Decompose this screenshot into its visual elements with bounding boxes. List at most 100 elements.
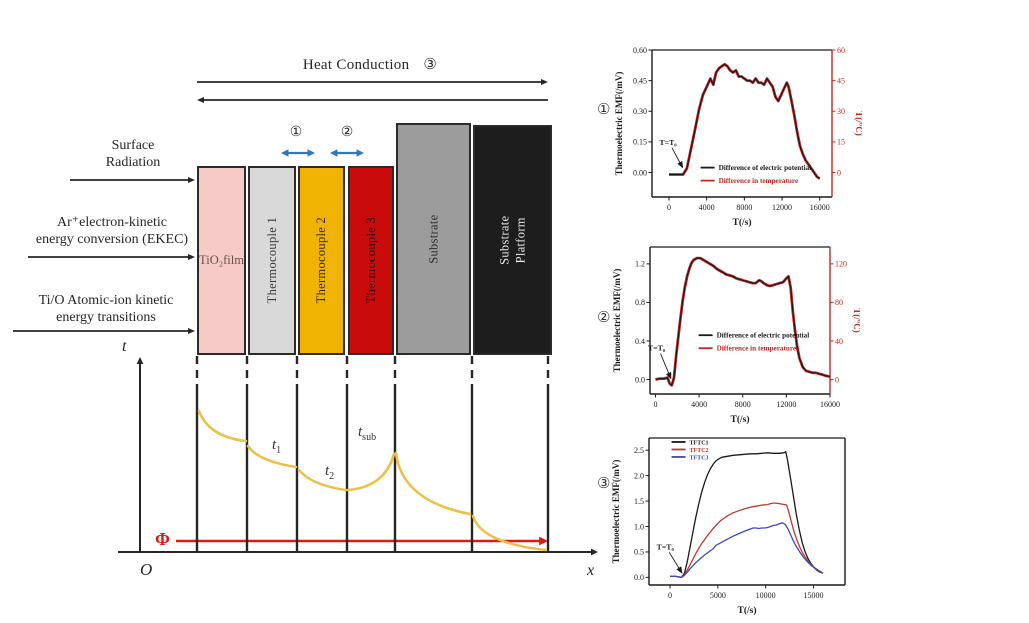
legend-label: TFTC3 [690, 455, 709, 461]
block-thermocouple-1: Thermocouple 1 [248, 166, 296, 355]
circled-3-heat-icon: ③ [423, 57, 438, 73]
atomic-ion-label: Ti/O Atomic-ion kinetic energy transitio… [38, 293, 174, 326]
chart-1: 0 4000 8000 12000 16000 0.00 0.15 0.30 0.45 0.60 0… [612, 43, 864, 238]
block-tio-film: TiO₂film [197, 166, 246, 355]
legend-label: Difference of electric potential [719, 164, 812, 172]
ekec-label: Ar⁺electron-kinetic energy conversion (E… [35, 215, 189, 248]
chart-svg-1: 0 4000 8000 12000 16000 0.00 0.15 0.30 0.45 0.60 0… [614, 46, 864, 228]
legend-label: Difference in temperature [717, 345, 797, 353]
annotation-arrow [668, 552, 681, 570]
y-tick-label: 2.5 [634, 446, 644, 455]
legend-label: Difference in temperature [719, 177, 799, 185]
arrowhead [330, 149, 338, 157]
arrowhead [307, 149, 315, 157]
x-tick-label: 12000 [776, 400, 796, 409]
arrowhead [197, 96, 204, 104]
y-right-tick-label: 40 [835, 337, 843, 346]
annotation-t0: T=T₀ [659, 138, 677, 147]
block-substrate: Substrate [396, 123, 471, 355]
y-right-axis-title: T(/°C) [852, 308, 860, 333]
circled-2-chart-icon: ② [597, 310, 611, 326]
y-right-tick-label: 15 [837, 138, 845, 147]
series-line-tftc3 [670, 522, 824, 579]
y-tick-label: 2.0 [634, 471, 644, 480]
t2-label: t2 [325, 463, 335, 482]
series-line-difference-in-temperature [655, 256, 831, 387]
y-right-tick-label: 0 [835, 375, 839, 384]
y-tick-label: 0.45 [633, 76, 647, 85]
x-tick-label: 0 [653, 400, 657, 409]
arrowhead [541, 78, 548, 86]
legend-label: Difference of electric potential [717, 332, 810, 340]
y-right-tick-label: 120 [835, 260, 847, 269]
y-tick-label: 0.5 [634, 548, 644, 557]
series-line-tftc2 [670, 502, 824, 579]
heat-conduction-text: Heat Conduction [302, 57, 410, 73]
arrowhead [188, 253, 195, 261]
x-tick-label: 4000 [699, 203, 715, 212]
surface-radiation-label: Surface Radiation [105, 138, 161, 171]
arrowhead [281, 149, 289, 157]
tsub-label: tsub [358, 424, 377, 443]
series-line-difference-of-electric-potential [655, 257, 831, 386]
arrowhead [188, 327, 195, 335]
annotation-t0: T=T₀ [648, 344, 666, 353]
circled-1-chart-icon: ① [597, 102, 611, 118]
circled-1-gap-icon: ① [289, 125, 303, 140]
x-tick-label: 16000 [820, 400, 840, 409]
t1-label: t1 [272, 437, 282, 456]
y-axis-title: Thermoelectric EMF(/mV) [614, 72, 624, 176]
y-tick-label: 0.0 [634, 573, 644, 582]
arrowhead [136, 357, 144, 364]
x-tick-label: 12000 [772, 203, 792, 212]
arrowhead [591, 548, 598, 556]
chart-3: 0 5000 10000 15000 0.0 0.5 1.0 1.5 2.0 2.5 T(/s) Th… [609, 431, 859, 623]
chart-2: 0 4000 8000 12000 16000 0.0 0.4 0.8 1.2 0 40 80 120 T… [610, 240, 862, 435]
block-label-line: Thermocouple 1 [264, 217, 279, 304]
x-axis-title: T(/s) [738, 605, 757, 616]
x-tick-label: 8000 [736, 203, 752, 212]
x-tick-label: 5000 [710, 591, 726, 600]
x-tick-label: 0 [667, 203, 671, 212]
x-tick-label: 10000 [756, 591, 776, 600]
x-tick-label: 4000 [691, 400, 707, 409]
block-label-line: Substrate [497, 215, 512, 265]
x-axis-label: x [587, 562, 595, 579]
y-right-tick-label: 80 [835, 298, 843, 307]
x-tick-label: 15000 [803, 591, 823, 600]
y-tick-label: 0.4 [635, 337, 645, 346]
y-right-tick-label: 60 [837, 46, 845, 55]
x-tick-label: 0 [668, 591, 672, 600]
y-right-tick-label: 30 [837, 107, 845, 116]
chart-svg-2: 0 4000 8000 12000 16000 0.0 0.4 0.8 1.2 0 40 80 120 T… [612, 246, 862, 425]
circled-3-chart-icon: ③ [597, 476, 611, 492]
y-tick-label: 1.5 [634, 497, 644, 506]
x-axis-title: T(/s) [733, 217, 752, 228]
series-line-difference-in-temperature [669, 62, 821, 180]
block-thermocouple-2: Thermocouple 2 [298, 166, 345, 355]
legend-label: TFTC2 [690, 448, 709, 454]
y-axis-title: Thermoelectric EMF(/mV) [611, 460, 621, 564]
series-line-tftc1 [670, 451, 824, 579]
arrowhead [676, 566, 683, 574]
block-label-line: Substrate [426, 214, 441, 264]
y-tick-label: 1.0 [634, 522, 644, 531]
annotation-arrow [671, 147, 682, 165]
block-label-line: TiO₂ [199, 252, 224, 267]
block-label-line: Thermocouple 3 [363, 217, 378, 304]
y-tick-label: 0.15 [633, 138, 647, 147]
arrowhead [188, 176, 195, 184]
annotation-arrow [660, 353, 670, 376]
series-line-difference-of-electric-potential [669, 63, 821, 180]
y-right-tick-label: 45 [837, 76, 845, 85]
x-tick-label: 16000 [810, 203, 830, 212]
y-tick-label: 0.60 [633, 46, 647, 55]
y-tick-label: 0.30 [633, 107, 647, 116]
heat-conduction-label: Heat Conduction ③ [240, 56, 500, 74]
block-substrate-platform: Substrate Platform [473, 125, 552, 355]
y-tick-label: 0.0 [635, 375, 645, 384]
legend-label: TFTC1 [690, 440, 709, 446]
y-tick-label: 0.8 [635, 298, 645, 307]
